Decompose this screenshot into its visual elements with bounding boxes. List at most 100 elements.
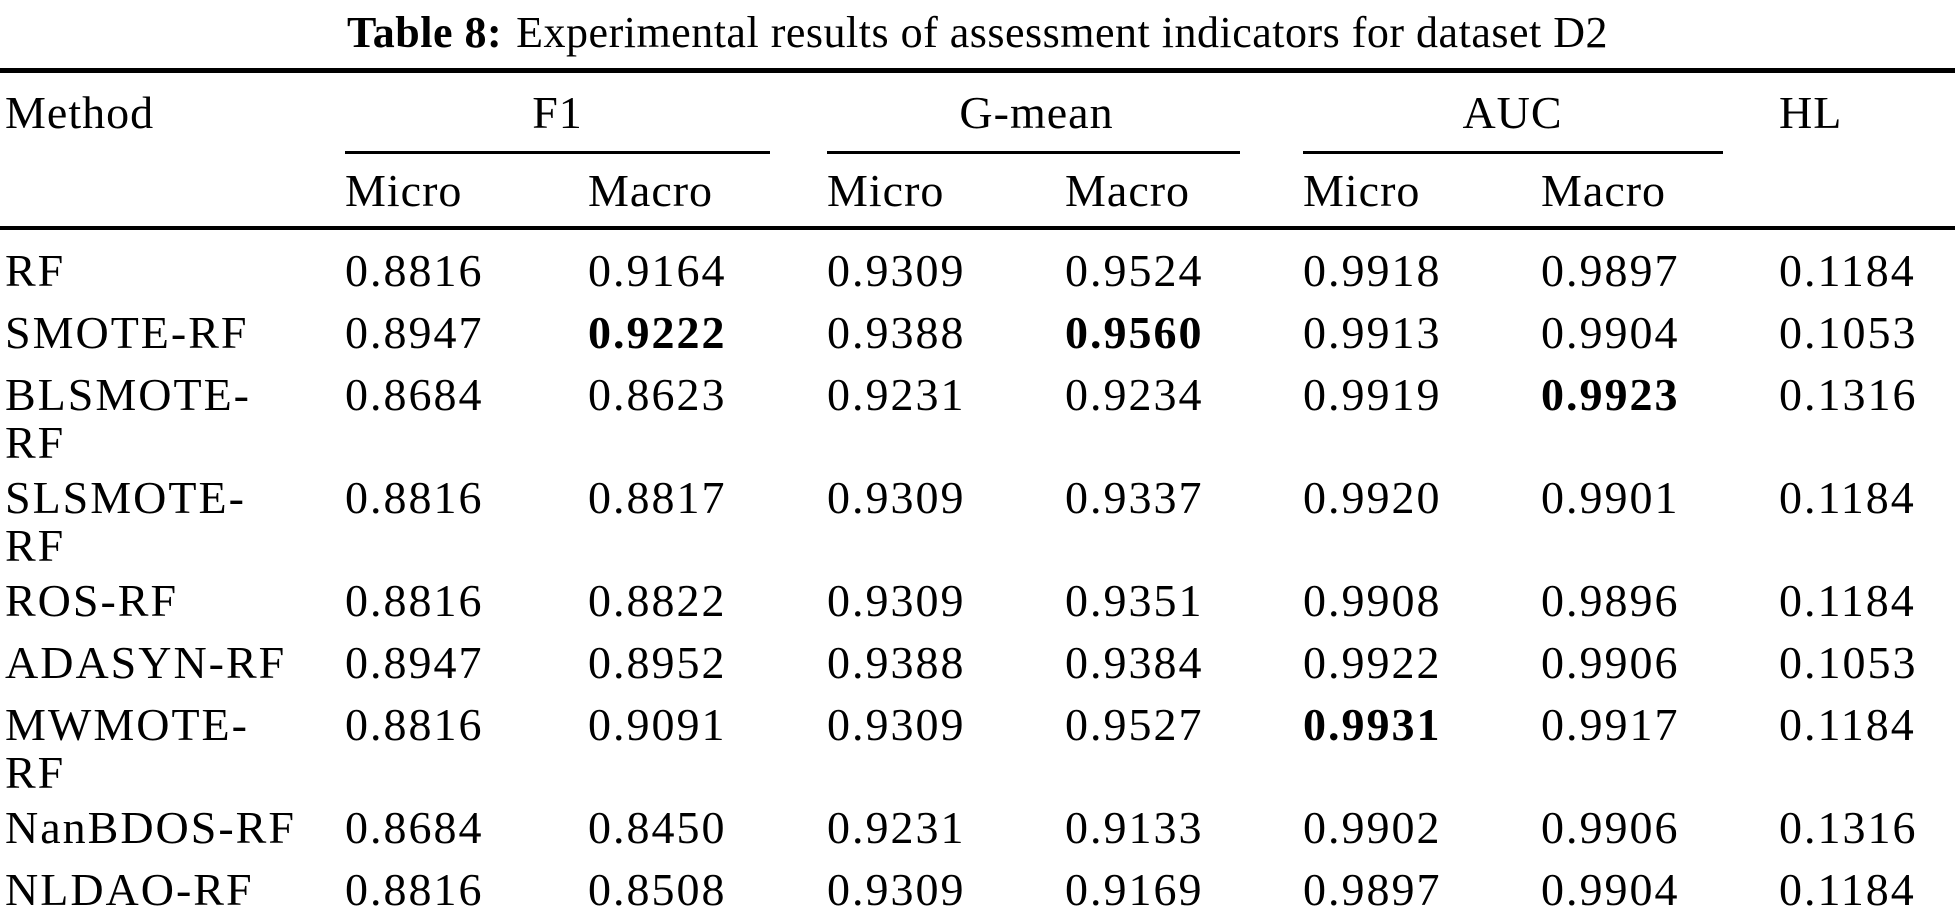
value-cell-auc-micro: 0.9902 (1303, 802, 1442, 853)
value-cell-f1-micro: 0.8947 (345, 637, 484, 688)
value-cell-auc-micro: 0.9920 (1303, 472, 1442, 523)
table-row: MWMOTE-RF 0.8816 0.9091 0.9309 0.9527 0.… (0, 694, 1955, 797)
value-cell-gmean-macro: 0.9351 (1065, 575, 1204, 626)
value-cell-auc-micro: 0.9908 (1303, 575, 1442, 626)
value-cell-f1-macro: 0.9222 (588, 307, 727, 358)
table-row: NanBDOS-RF 0.8684 0.8450 0.9231 0.9133 0… (0, 797, 1955, 859)
auc-group-rule (1303, 151, 1723, 154)
value-cell-gmean-macro: 0.9169 (1065, 864, 1204, 911)
value-cell-gmean-macro: 0.9560 (1065, 307, 1204, 358)
value-cell-f1-micro: 0.8684 (345, 369, 484, 420)
value-cell-f1-macro: 0.9091 (588, 699, 727, 750)
value-cell-auc-micro: 0.9897 (1303, 864, 1442, 911)
value-cell-auc-macro: 0.9904 (1541, 307, 1680, 358)
value-cell-f1-micro: 0.8816 (345, 575, 484, 626)
value-cell-gmean-macro: 0.9133 (1065, 802, 1204, 853)
value-cell-auc-macro: 0.9897 (1541, 245, 1680, 296)
column-header-f1-macro: Macro (588, 164, 714, 216)
table-body: RF 0.8816 0.9164 0.9309 0.9524 0.9918 0.… (0, 230, 1955, 911)
value-cell-gmean-micro: 0.9388 (827, 637, 966, 688)
value-cell-gmean-macro: 0.9234 (1065, 369, 1204, 420)
method-cell: ROS-RF (5, 575, 179, 626)
table-mid-rule (0, 226, 1955, 230)
value-cell-hl: 0.1184 (1779, 245, 1916, 296)
value-cell-hl: 0.1184 (1779, 699, 1916, 750)
f1-group-rule (345, 151, 770, 154)
value-cell-f1-macro: 0.9164 (588, 245, 727, 296)
table-row: NLDAO-RF 0.8816 0.8508 0.9309 0.9169 0.9… (0, 859, 1955, 911)
value-cell-f1-micro: 0.8816 (345, 245, 484, 296)
value-cell-gmean-macro: 0.9384 (1065, 637, 1204, 688)
value-cell-auc-macro: 0.9917 (1541, 699, 1680, 750)
method-cell: BLSMOTE-RF (5, 369, 251, 468)
value-cell-hl: 0.1184 (1779, 472, 1916, 523)
value-cell-auc-macro: 0.9906 (1541, 637, 1680, 688)
gmean-group-rule (827, 151, 1240, 154)
value-cell-hl: 0.1316 (1779, 802, 1918, 853)
value-cell-f1-micro: 0.8816 (345, 472, 484, 523)
value-cell-hl: 0.1053 (1779, 637, 1918, 688)
column-header-auc-micro: Micro (1303, 164, 1421, 216)
value-cell-auc-macro: 0.9923 (1541, 369, 1680, 420)
value-cell-auc-micro: 0.9922 (1303, 637, 1442, 688)
table-caption-label: Table 8: (346, 8, 503, 57)
column-header-gmean-macro: Macro (1065, 164, 1191, 216)
value-cell-hl: 0.1184 (1779, 864, 1916, 911)
table-caption: Table 8: Experimental results of assessme… (0, 0, 1955, 60)
value-cell-gmean-micro: 0.9231 (827, 802, 966, 853)
value-cell-gmean-micro: 0.9231 (827, 369, 966, 420)
value-cell-hl: 0.1053 (1779, 307, 1918, 358)
table-header-subcolumns: Micro Macro Micro Macro Micro Macro (0, 154, 1955, 226)
value-cell-gmean-micro: 0.9388 (827, 307, 966, 358)
value-cell-gmean-micro: 0.9309 (827, 864, 966, 911)
value-cell-f1-macro: 0.8450 (588, 802, 727, 853)
value-cell-auc-micro: 0.9919 (1303, 369, 1442, 420)
value-cell-auc-macro: 0.9896 (1541, 575, 1680, 626)
value-cell-f1-micro: 0.8816 (345, 864, 484, 911)
table-row: ADASYN-RF 0.8947 0.8952 0.9388 0.9384 0.… (0, 632, 1955, 694)
table-row: RF 0.8816 0.9164 0.9309 0.9524 0.9918 0.… (0, 240, 1955, 302)
value-cell-f1-micro: 0.8684 (345, 802, 484, 853)
value-cell-gmean-macro: 0.9527 (1065, 699, 1204, 750)
column-header-gmean-micro: Micro (827, 164, 945, 216)
column-group-gmean: G-mean (959, 86, 1114, 138)
table-top-rule (0, 68, 1955, 73)
value-cell-f1-macro: 0.8623 (588, 369, 727, 420)
value-cell-f1-macro: 0.8952 (588, 637, 727, 688)
method-cell: NLDAO-RF (5, 864, 254, 911)
value-cell-auc-macro: 0.9906 (1541, 802, 1680, 853)
value-cell-gmean-micro: 0.9309 (827, 245, 966, 296)
value-cell-gmean-micro: 0.9309 (827, 472, 966, 523)
method-cell: ADASYN-RF (5, 637, 287, 688)
value-cell-hl: 0.1316 (1779, 369, 1918, 420)
value-cell-f1-macro: 0.8822 (588, 575, 727, 626)
value-cell-auc-micro: 0.9918 (1303, 245, 1442, 296)
value-cell-f1-micro: 0.8947 (345, 307, 484, 358)
value-cell-gmean-micro: 0.9309 (827, 699, 966, 750)
column-header-auc-macro: Macro (1541, 164, 1667, 216)
table-header-groups: Method F1 G-mean AUC HL (0, 73, 1955, 151)
column-group-f1: F1 (532, 86, 583, 138)
value-cell-auc-micro: 0.9913 (1303, 307, 1442, 358)
value-cell-hl: 0.1184 (1779, 575, 1916, 626)
value-cell-gmean-micro: 0.9309 (827, 575, 966, 626)
method-cell: NanBDOS-RF (5, 802, 296, 853)
column-header-f1-micro: Micro (345, 164, 463, 216)
table-row: SMOTE-RF 0.8947 0.9222 0.9388 0.9560 0.9… (0, 302, 1955, 364)
value-cell-auc-macro: 0.9904 (1541, 864, 1680, 911)
method-cell: SMOTE-RF (5, 307, 249, 358)
method-cell: MWMOTE-RF (5, 699, 249, 798)
method-cell: SLSMOTE-RF (5, 472, 246, 571)
value-cell-gmean-macro: 0.9337 (1065, 472, 1204, 523)
value-cell-f1-macro: 0.8817 (588, 472, 727, 523)
column-header-method: Method (5, 86, 155, 138)
table-row: BLSMOTE-RF 0.8684 0.8623 0.9231 0.9234 0… (0, 364, 1955, 467)
table-row: SLSMOTE-RF 0.8816 0.8817 0.9309 0.9337 0… (0, 467, 1955, 570)
value-cell-f1-micro: 0.8816 (345, 699, 484, 750)
method-cell: RF (5, 245, 66, 296)
value-cell-f1-macro: 0.8508 (588, 864, 727, 911)
group-underline-row (0, 151, 1955, 154)
value-cell-auc-macro: 0.9901 (1541, 472, 1680, 523)
value-cell-auc-micro: 0.9931 (1303, 699, 1442, 750)
